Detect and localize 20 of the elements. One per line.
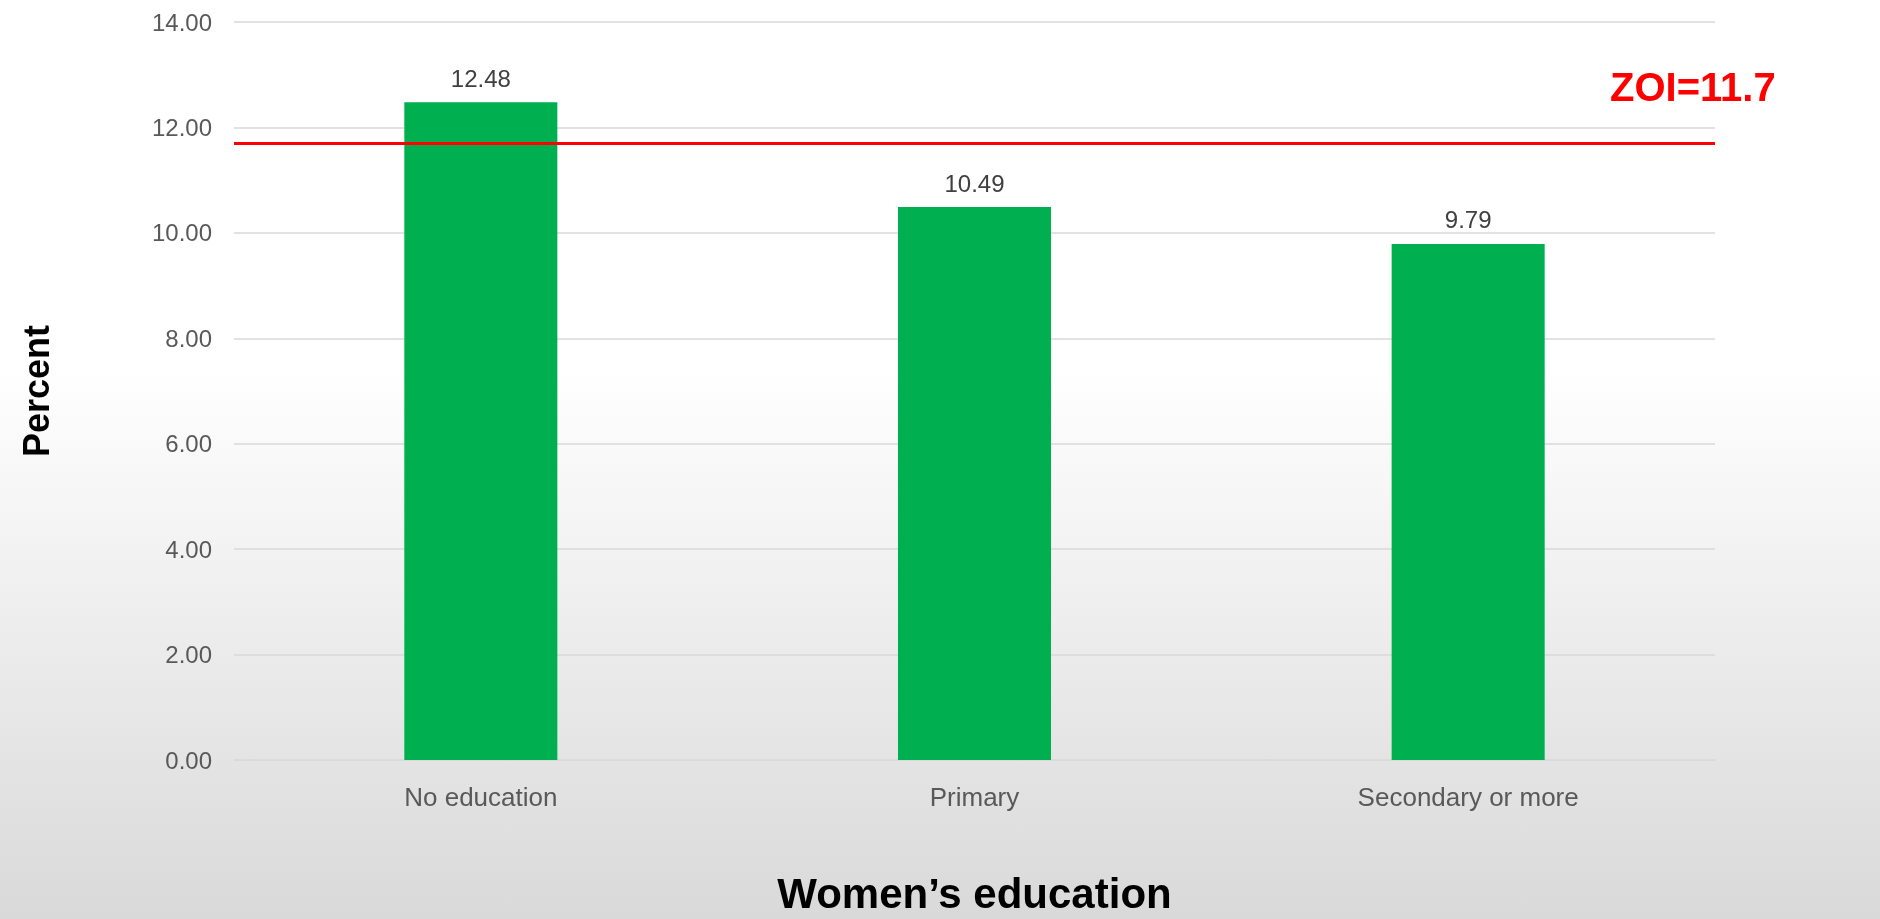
y-tick-label: 2.00	[165, 641, 212, 669]
y-tick-label: 14.00	[151, 8, 212, 36]
data-label: 12.48	[450, 64, 511, 92]
data-label: 9.79	[1444, 206, 1492, 234]
y-axis-title: Percent	[15, 324, 57, 458]
y-tick-label: 8.00	[165, 324, 212, 352]
y-tick-label: 6.00	[165, 430, 212, 458]
ref-line-label: ZOI=11.7	[1610, 65, 1776, 110]
y-tick-label: 10.00	[151, 219, 212, 247]
x-axis-title: Women’s education	[777, 869, 1172, 917]
bar	[1391, 243, 1545, 760]
x-tick-label: Primary	[929, 782, 1020, 812]
y-tick-label: 4.00	[165, 535, 212, 563]
data-label: 10.49	[944, 169, 1005, 197]
bar	[404, 102, 558, 760]
x-tick-label: Secondary or more	[1357, 782, 1579, 812]
bar	[897, 207, 1052, 760]
x-tick-label: No education	[404, 782, 558, 812]
y-tick-label: 0.00	[165, 746, 212, 774]
y-tick-label: 12.00	[151, 113, 212, 141]
